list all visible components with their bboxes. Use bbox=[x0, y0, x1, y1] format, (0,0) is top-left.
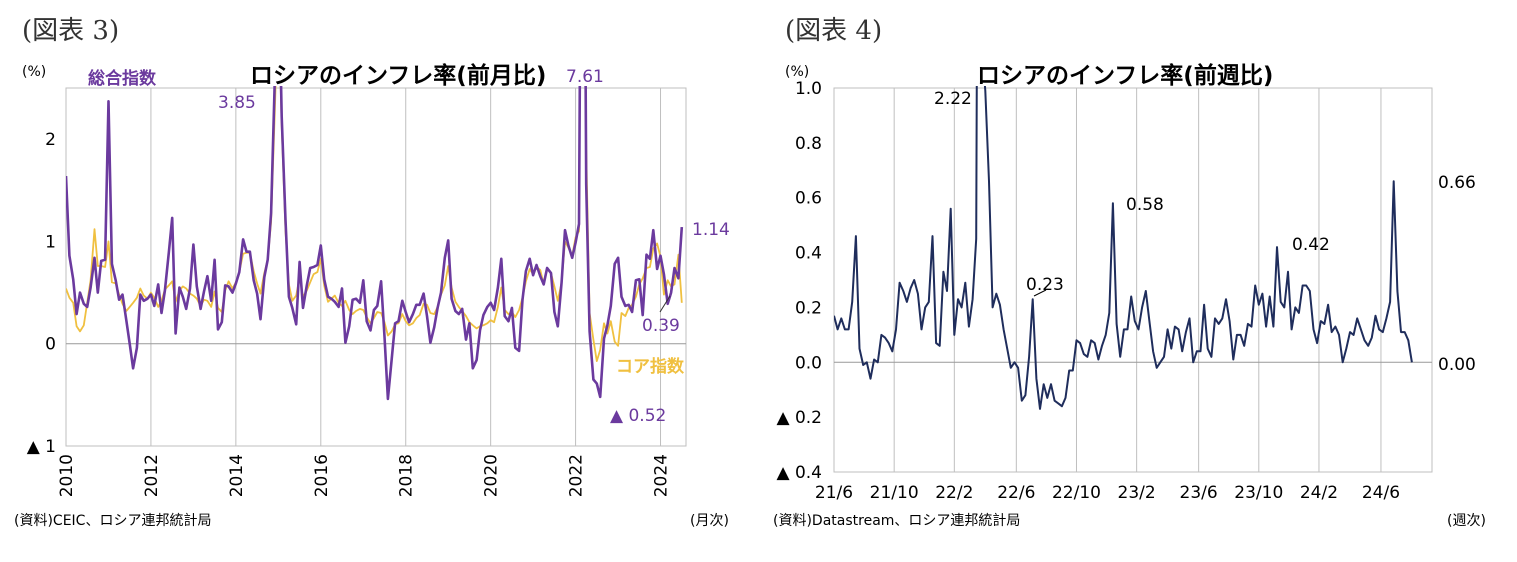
left-x-tick-label: 2020 bbox=[482, 454, 502, 497]
left-series-core-line bbox=[66, 86, 683, 362]
right-leader-0-23 bbox=[1033, 289, 1047, 297]
left-label-0-39: 0.39 bbox=[642, 316, 680, 336]
left-source-note: (資料)CEIC、ロシア連邦統計局 bbox=[14, 513, 212, 529]
left-x-tick-label: 2022 bbox=[567, 454, 587, 497]
left-leader-0-39 bbox=[659, 295, 671, 313]
right-x-tick-label: 22/2 bbox=[935, 483, 973, 503]
right-x-tick-label: 23/6 bbox=[1180, 483, 1218, 503]
right-source-note: (資料)Datastream、ロシア連邦統計局 bbox=[773, 513, 1021, 529]
right-x-tick-label: 24/2 bbox=[1300, 483, 1338, 503]
right-unit-label: (%) bbox=[785, 64, 810, 80]
left-x-tick-label: 2014 bbox=[227, 454, 247, 497]
right-panel: (図表 4) ロシアのインフレ率(前週比) (%) (資料)Datastream… bbox=[767, 0, 1517, 562]
right-chart-title: ロシアのインフレ率(前週比) bbox=[977, 63, 1274, 89]
left-y-tick-label: ▲ 1 bbox=[27, 437, 56, 457]
right-y-tick-label: 0.6 bbox=[795, 189, 822, 209]
left-unit-label: (%) bbox=[22, 64, 47, 80]
right-plot-frame bbox=[833, 87, 1433, 473]
right-x-tick-label: 23/2 bbox=[1118, 483, 1156, 503]
right-x-tick-label: 21/10 bbox=[870, 483, 919, 503]
right-y-tick-label: ▲ 0.2 bbox=[776, 408, 822, 428]
right-y-tick-label: 0.0 bbox=[795, 353, 822, 373]
right-x-tick-label: 21/6 bbox=[815, 483, 853, 503]
right-x-tick-label: 23/10 bbox=[1234, 483, 1283, 503]
left-legend-core: コア指数 bbox=[616, 356, 685, 377]
right-figure-tag: (図表 4) bbox=[785, 16, 883, 46]
left-y-tick-label: 0 bbox=[45, 335, 56, 355]
left-y-tick-label: 1 bbox=[45, 232, 56, 252]
left-series-group bbox=[66, 86, 684, 401]
right-label-0-23: 0.23 bbox=[1026, 275, 1064, 295]
left-series-headline-line bbox=[66, 86, 684, 401]
right-y-tick-label: 0.2 bbox=[795, 298, 822, 318]
left-period-label: (月次) bbox=[690, 513, 729, 529]
right-series-group bbox=[834, 86, 1413, 410]
right-label-0-00: 0.00 bbox=[1438, 355, 1476, 375]
left-label-1-14: 1.14 bbox=[692, 220, 730, 240]
right-x-tick-label: 22/6 bbox=[997, 483, 1035, 503]
right-y-tick-label: 1.0 bbox=[795, 79, 822, 99]
left-x-tick-label: 2018 bbox=[397, 454, 417, 497]
left-x-tick-label: 2016 bbox=[312, 454, 332, 497]
left-legend-headline: 総合指数 bbox=[88, 68, 157, 89]
left-x-tick-label: 2010 bbox=[57, 454, 77, 497]
right-x-tick-label: 22/10 bbox=[1052, 483, 1101, 503]
left-figure-tag: (図表 3) bbox=[22, 16, 120, 46]
right-label-0-58: 0.58 bbox=[1126, 195, 1164, 215]
right-y-tick-label: 0.8 bbox=[795, 134, 822, 154]
left-label-3-85: 3.85 bbox=[218, 93, 256, 113]
left-label-7-61: 7.61 bbox=[566, 67, 604, 87]
right-y-tick-label: 0.4 bbox=[795, 244, 822, 264]
right-label-0-42: 0.42 bbox=[1292, 235, 1330, 255]
right-series-weekly-line bbox=[834, 86, 1413, 410]
left-chart-title: ロシアのインフレ率(前月比) bbox=[250, 63, 547, 89]
left-x-tick-label: 2012 bbox=[142, 454, 162, 497]
right-y-tick-label: ▲ 0.4 bbox=[776, 463, 822, 483]
left-label-neg-0-52: ▲ 0.52 bbox=[610, 406, 666, 426]
left-x-tick-label: 2024 bbox=[652, 454, 672, 497]
left-plot-frame bbox=[65, 87, 687, 447]
left-panel: (図表 3) ロシアのインフレ率(前月比) (%) (資料)CEIC、ロシア連邦… bbox=[0, 0, 750, 562]
right-period-label: (週次) bbox=[1447, 513, 1486, 529]
right-x-tick-label: 24/6 bbox=[1362, 483, 1400, 503]
left-y-tick-label: 2 bbox=[45, 130, 56, 150]
right-label-0-66: 0.66 bbox=[1438, 173, 1476, 193]
right-label-2-22: 2.22 bbox=[934, 89, 972, 109]
